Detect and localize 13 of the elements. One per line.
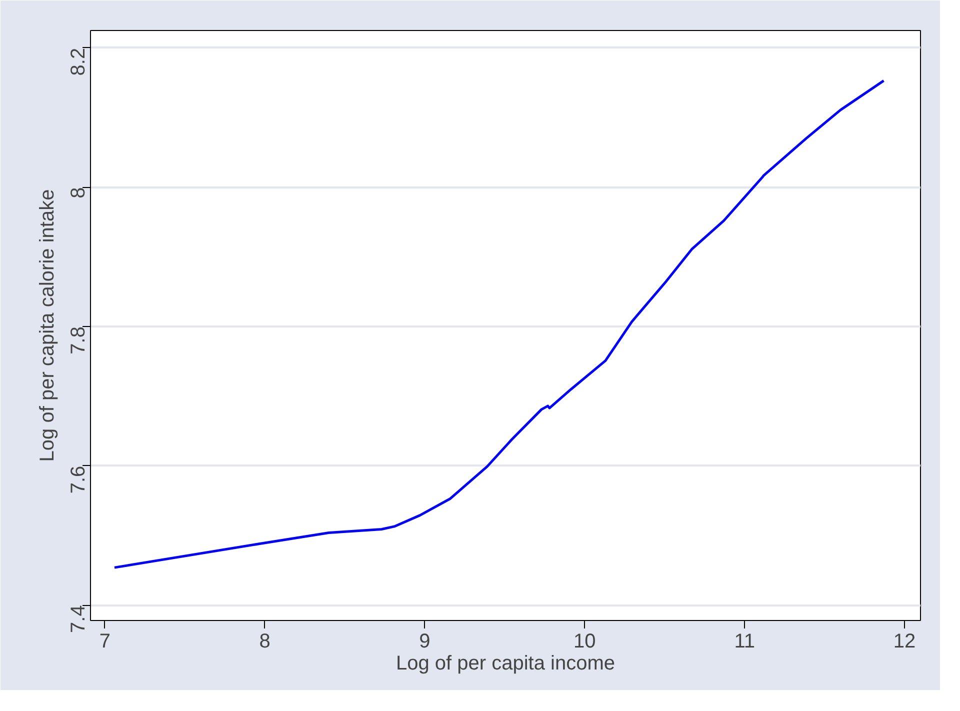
y-tick-label: 7.4 (68, 605, 90, 633)
y-tick-label: 7.8 (68, 326, 90, 354)
x-tick-label: 12 (893, 630, 916, 652)
x-tick-label: 11 (734, 630, 755, 652)
x-axis-title: Log of per capita income (396, 652, 616, 674)
x-tick-label: 8 (259, 630, 270, 652)
x-tick-label: 9 (419, 630, 430, 652)
x-tick-label: 7 (99, 630, 110, 652)
x-tick-label: 10 (574, 630, 596, 652)
y-tick-label: 8 (68, 187, 90, 198)
y-tick-label: 7.6 (68, 466, 90, 494)
y-tick-label: 8.2 (68, 48, 90, 76)
y-axis-title: Log of per capita calorie intake (36, 189, 58, 462)
